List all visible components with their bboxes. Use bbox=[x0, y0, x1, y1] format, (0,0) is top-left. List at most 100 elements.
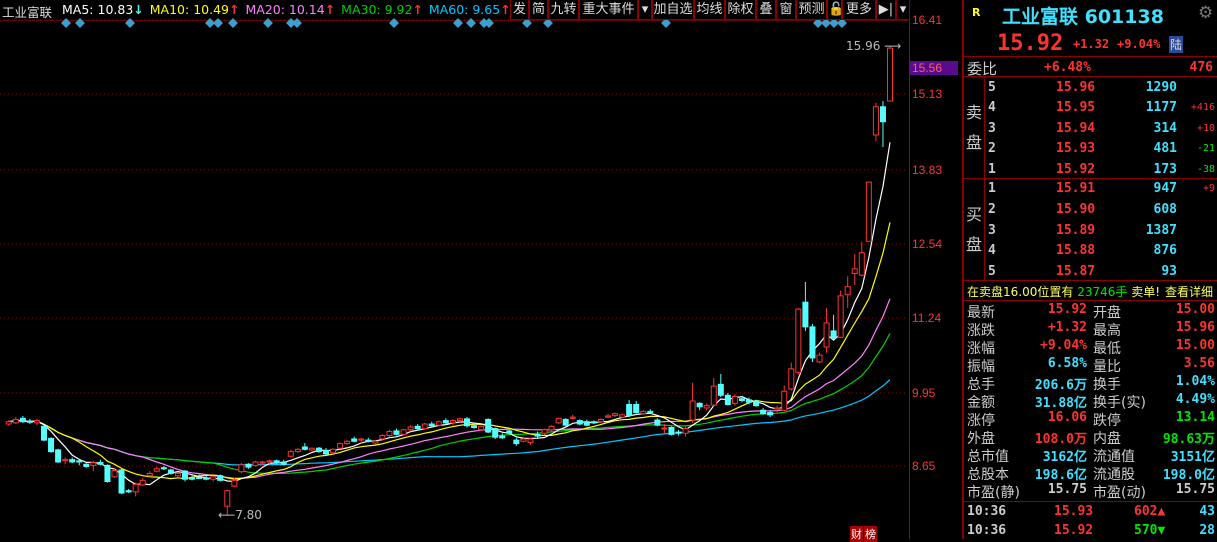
sell-side-label: 卖盘 bbox=[966, 103, 983, 152]
candle-body bbox=[562, 418, 569, 426]
candle-body bbox=[12, 418, 19, 424]
candle-body bbox=[196, 476, 203, 479]
candle-body bbox=[675, 431, 682, 434]
candle-body bbox=[428, 423, 435, 427]
toolbar-button-0[interactable]: 发 bbox=[510, 0, 529, 20]
candle-body bbox=[224, 490, 231, 507]
candle-body bbox=[717, 383, 724, 396]
candle-body bbox=[435, 421, 442, 426]
axis-label: 12.54 bbox=[912, 237, 943, 251]
axis-label: 15.13 bbox=[912, 87, 943, 101]
candle-body bbox=[499, 435, 506, 439]
candle-body bbox=[597, 418, 604, 423]
candle-body bbox=[421, 423, 428, 430]
candle-body bbox=[217, 475, 224, 481]
low-annotation: ⟵7.80 bbox=[218, 508, 262, 522]
candle-body bbox=[830, 330, 837, 339]
candle-body bbox=[90, 462, 97, 466]
candle-body bbox=[315, 447, 322, 453]
candle-body bbox=[379, 435, 386, 440]
candle-body bbox=[308, 447, 315, 451]
candle-body bbox=[478, 425, 485, 431]
candle-body bbox=[449, 420, 456, 424]
candle-body bbox=[858, 252, 865, 276]
toolbar-button-13[interactable]: ▶| bbox=[876, 0, 896, 20]
toolbar-button-9[interactable]: 窗 bbox=[776, 0, 796, 20]
hk-connect-badge[interactable]: 陆 bbox=[1169, 36, 1184, 53]
candle-body bbox=[513, 439, 520, 445]
weibi-diff: 476 bbox=[1189, 60, 1213, 75]
candle-body bbox=[520, 438, 527, 442]
candle-body bbox=[442, 420, 449, 424]
event-tag-ranking[interactable]: 榜 bbox=[864, 526, 877, 542]
candle-body bbox=[238, 464, 245, 473]
view-detail-link[interactable]: 查看详细 bbox=[1164, 285, 1213, 299]
candle-body bbox=[400, 429, 407, 435]
candle-body bbox=[210, 476, 217, 480]
candle-body bbox=[273, 460, 280, 464]
candle-body bbox=[5, 421, 12, 425]
candle-body bbox=[696, 402, 703, 408]
toolbar-button-4[interactable]: ▾ bbox=[638, 0, 652, 20]
toolbar-button-10[interactable]: 预测 bbox=[796, 0, 827, 20]
candle-body bbox=[160, 467, 167, 470]
candle-body bbox=[41, 425, 47, 441]
candle-body bbox=[633, 403, 640, 414]
candle-body bbox=[372, 440, 379, 444]
candle-body bbox=[710, 385, 717, 406]
candle-body bbox=[781, 390, 788, 411]
candle-body bbox=[294, 448, 301, 453]
toolbar-button-12[interactable]: 更多 bbox=[842, 0, 876, 20]
candle-body bbox=[386, 430, 393, 437]
candle-body bbox=[703, 405, 710, 409]
toolbar-button-7[interactable]: 除权 bbox=[725, 0, 756, 20]
candle-body bbox=[485, 418, 492, 433]
candle-body bbox=[393, 430, 400, 435]
candle-body bbox=[731, 395, 738, 404]
candle-body bbox=[887, 47, 893, 102]
stock-name: 工业富联 bbox=[2, 5, 53, 20]
candle-body bbox=[760, 409, 767, 415]
stock-title: 工业富联 601138 bbox=[1002, 6, 1164, 28]
candle-body bbox=[358, 438, 365, 441]
axis-label: 13.83 bbox=[912, 163, 943, 177]
candle-body bbox=[738, 398, 745, 401]
price-change-pct: +9.04% bbox=[1117, 37, 1161, 51]
event-tag-finance[interactable]: 财 bbox=[850, 526, 863, 542]
candle-body bbox=[407, 426, 414, 431]
ma30-line bbox=[8, 333, 891, 474]
candle-body bbox=[865, 181, 872, 242]
kline-chart[interactable] bbox=[0, 0, 962, 539]
toolbar-button-1[interactable]: 简 bbox=[529, 0, 548, 20]
ma20-line bbox=[8, 298, 891, 479]
ma10-line bbox=[8, 222, 891, 480]
candle-body bbox=[612, 413, 619, 416]
candle-body bbox=[541, 429, 548, 434]
current-price-label: 15.56 bbox=[910, 61, 958, 75]
candle-body bbox=[48, 437, 55, 453]
candle-body bbox=[97, 462, 104, 465]
toolbar-button-14[interactable]: ▾ bbox=[896, 0, 910, 20]
event-marker-icon bbox=[829, 18, 839, 28]
last-price: 15.92 bbox=[997, 31, 1064, 56]
candle-body bbox=[844, 286, 851, 296]
candle-body bbox=[464, 418, 470, 427]
toolbar-button-11[interactable]: 🔓 bbox=[827, 0, 844, 20]
candle-body bbox=[337, 443, 344, 449]
high-annotation: 15.96 ⟶ bbox=[846, 39, 902, 53]
candle-body bbox=[456, 418, 463, 422]
toolbar-button-2[interactable]: 九转 bbox=[548, 0, 579, 20]
gear-icon[interactable]: ⚙ bbox=[1198, 3, 1214, 23]
candle-body bbox=[266, 460, 273, 463]
buy-side-label: 买盘 bbox=[966, 205, 983, 254]
event-marker-icon bbox=[661, 18, 671, 28]
big-order-notice[interactable]: 在卖盘16.00位置有 23746手 卖单! bbox=[967, 285, 1161, 299]
candle-body bbox=[139, 479, 146, 486]
toolbar-button-8[interactable]: 叠 bbox=[756, 0, 776, 20]
toolbar-button-3[interactable]: 重大事件 bbox=[579, 0, 638, 20]
toolbar-button-6[interactable]: 均线 bbox=[694, 0, 725, 20]
toolbar-button-5[interactable]: 加自选 bbox=[652, 0, 694, 20]
event-marker-icon bbox=[205, 18, 215, 28]
quote-panel: R 工业富联 601138 ⚙ 15.92 +1.32 +9.04% 陆 委比 … bbox=[962, 0, 1217, 539]
candle-body bbox=[576, 420, 583, 425]
